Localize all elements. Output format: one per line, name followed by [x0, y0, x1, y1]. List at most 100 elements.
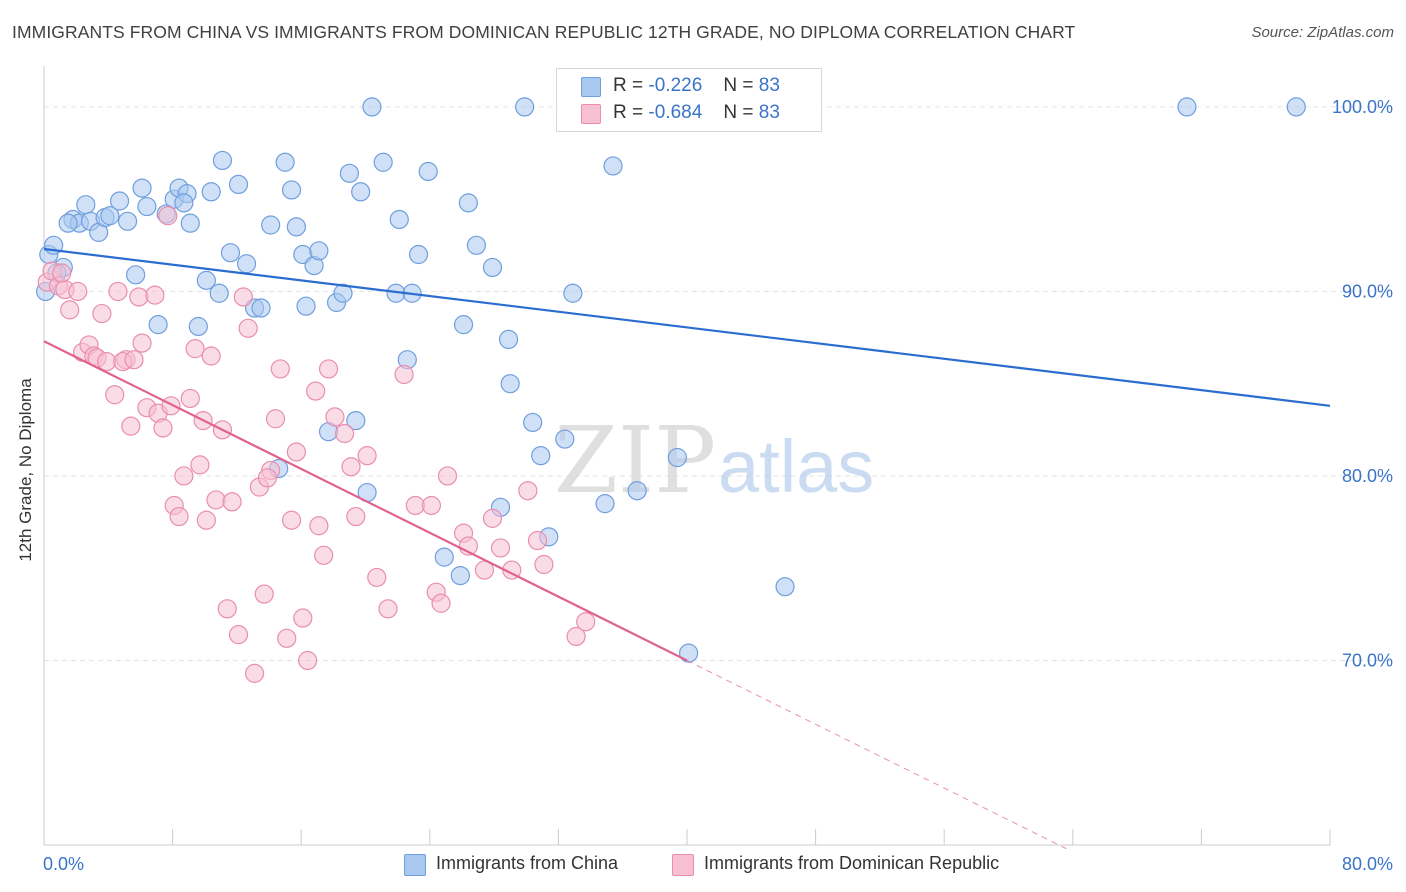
- r-value-dominican: -0.684: [648, 102, 703, 123]
- point-china: [296, 296, 316, 316]
- point-china: [137, 196, 157, 217]
- point-dominican: [518, 481, 538, 501]
- point-dominican: [121, 416, 141, 436]
- point-dominican: [314, 545, 334, 565]
- point-dominican: [228, 625, 249, 645]
- stats-text-china: R = -0.226 N = 83: [613, 75, 780, 97]
- point-dominican: [281, 510, 302, 530]
- point-china: [627, 481, 647, 501]
- stats-legend: R = -0.226 N = 83 R = -0.684 N = 83: [556, 68, 822, 132]
- legend-label-dominican: Immigrants from Dominican Republic: [704, 853, 1000, 873]
- point-china: [132, 178, 152, 198]
- legend-swatch-china: [404, 854, 426, 876]
- point-dominican: [180, 388, 200, 409]
- trend-lines: [43, 247, 1331, 850]
- point-dominican: [60, 300, 80, 320]
- point-dominican: [254, 584, 274, 604]
- point-dominican: [196, 510, 216, 530]
- point-china: [333, 283, 353, 303]
- point-dominican: [306, 381, 326, 401]
- point-china: [261, 215, 281, 235]
- point-dominican: [286, 442, 306, 462]
- point-china: [251, 298, 271, 318]
- y-tick-label: 70.0%: [1342, 650, 1393, 670]
- point-dominican: [534, 554, 554, 575]
- point-china: [196, 270, 216, 290]
- legend-label-china: Immigrants from China: [436, 853, 619, 873]
- point-dominican: [169, 506, 189, 527]
- y-tick-label: 100.0%: [1332, 97, 1393, 117]
- china-swatch: [581, 77, 601, 97]
- x-tick-label: 0.0%: [43, 854, 84, 874]
- point-dominican: [341, 457, 361, 477]
- point-dominican: [318, 359, 339, 379]
- point-dominican: [132, 333, 152, 353]
- point-dominican: [367, 567, 387, 588]
- point-china: [228, 174, 249, 195]
- point-dominican: [158, 206, 178, 226]
- source-label: Source: ZipAtlas.com: [1251, 24, 1394, 41]
- point-dominican: [309, 516, 329, 536]
- point-china: [346, 410, 366, 431]
- point-china: [373, 152, 393, 172]
- point-dominican: [482, 508, 503, 528]
- point-dominican: [566, 626, 586, 647]
- point-china: [603, 156, 623, 176]
- point-china: [286, 217, 306, 237]
- series-legend: Immigrants from China Immigrants from Do…: [0, 850, 1406, 880]
- trend-line-dominican-extension: [686, 660, 1067, 850]
- point-china: [500, 374, 520, 394]
- y-axis-title-box: 12th Grade, No Diploma: [6, 340, 46, 600]
- point-china: [450, 565, 470, 586]
- point-china: [418, 161, 438, 182]
- point-dominican: [437, 466, 458, 486]
- point-china: [531, 446, 551, 466]
- point-china: [58, 213, 78, 233]
- point-dominican: [378, 599, 398, 619]
- point-dominican: [222, 492, 242, 512]
- point-china: [188, 316, 208, 337]
- point-dominican: [145, 285, 165, 305]
- point-china: [236, 254, 257, 274]
- n-label: N =: [723, 102, 754, 123]
- point-china: [453, 315, 474, 335]
- point-china: [220, 243, 241, 263]
- point-china: [212, 150, 233, 171]
- tick-labels: 70.0% 80.0% 90.0% 100.0% 0.0% 80.0%: [43, 97, 1393, 874]
- point-dominican: [576, 612, 596, 632]
- point-china: [679, 643, 699, 663]
- point-china: [434, 547, 454, 567]
- point-dominican: [277, 628, 297, 648]
- point-dominican: [421, 495, 442, 516]
- n-value-dominican: 83: [758, 102, 780, 123]
- point-dominican: [174, 466, 194, 486]
- point-china: [408, 244, 429, 265]
- point-dominican: [68, 281, 88, 302]
- point-china: [174, 193, 194, 213]
- point-dominican: [108, 281, 128, 302]
- chart-title: IMMIGRANTS FROM CHINA VS IMMIGRANTS FROM…: [12, 22, 1076, 42]
- point-dominican: [490, 538, 511, 558]
- point-china: [775, 577, 795, 597]
- point-dominican: [238, 318, 258, 338]
- y-axis-title: 12th Grade, No Diploma: [16, 378, 35, 562]
- point-china: [309, 241, 329, 261]
- y-tick-label: 80.0%: [1342, 466, 1393, 486]
- point-china: [100, 206, 120, 226]
- point-china: [362, 97, 382, 117]
- point-dominican: [92, 303, 112, 324]
- point-dominican: [335, 423, 355, 444]
- series-dominican-points: [37, 206, 596, 683]
- point-dominican: [394, 364, 414, 385]
- point-dominican: [129, 287, 149, 307]
- point-china: [351, 182, 371, 202]
- trend-line-china: [43, 247, 1331, 407]
- n-value-china: 83: [758, 75, 780, 96]
- axes: [43, 66, 1331, 846]
- watermark-atlas: atlas: [718, 425, 874, 508]
- point-china: [1177, 97, 1197, 117]
- point-china: [201, 182, 221, 202]
- r-value-china: -0.226: [648, 75, 703, 96]
- point-dominican: [124, 350, 144, 370]
